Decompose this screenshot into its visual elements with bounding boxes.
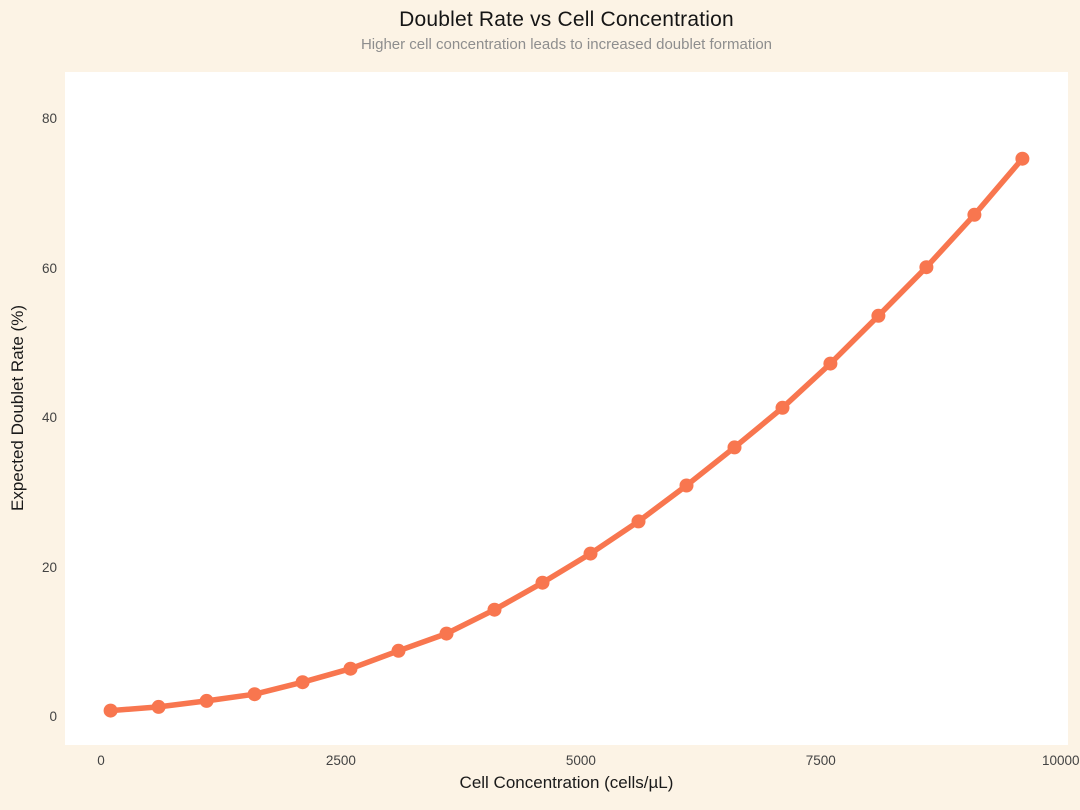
x-tick-label: 2500 [325,753,356,768]
chart-title: Doublet Rate vs Cell Concentration [399,8,734,31]
x-tick-label: 5000 [565,753,596,768]
x-tick-label: 0 [97,753,105,768]
y-axis-title: Expected Doublet Rate (%) [8,305,27,512]
x-tick-label: 10000 [1042,753,1080,768]
y-tick-label: 60 [41,260,57,276]
y-tick-label: 20 [41,559,57,575]
y-tick-label: 40 [41,410,57,426]
plot-area [65,72,1068,745]
x-tick-label: 7500 [805,753,836,768]
y-tick-label: 80 [41,111,57,127]
chart-subtitle: Higher cell concentration leads to incre… [360,36,773,53]
y-tick-label: 0 [49,709,57,725]
x-axis-title: Cell Concentration (cells/µL) [459,773,674,792]
